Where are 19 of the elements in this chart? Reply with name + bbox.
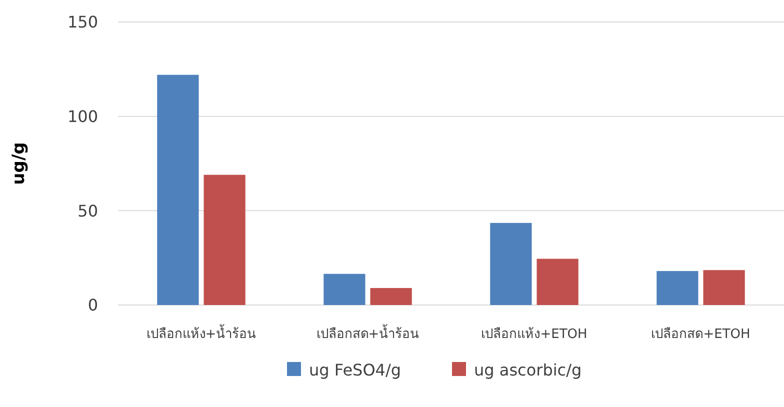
y-tick-label: 0 <box>88 296 98 315</box>
bar <box>204 174 246 305</box>
bar <box>656 271 698 305</box>
x-tick-label: เปลือกแห้ง+ETOH <box>481 326 588 342</box>
bar <box>324 274 366 305</box>
x-tick-label: เปลือกสด+น้ำร้อน <box>316 324 420 342</box>
y-tick-label: 150 <box>67 12 98 32</box>
legend-label: ug ascorbic/g <box>474 360 582 380</box>
bar <box>157 74 199 305</box>
y-tick-label: 50 <box>78 201 98 220</box>
bar <box>370 288 412 305</box>
legend-label: ug FeSO4/g <box>309 360 402 380</box>
y-tick-label: 100 <box>67 106 98 126</box>
x-tick-label: เปลือกแห้ง+น้ำร้อน <box>146 324 256 342</box>
bar <box>703 270 745 305</box>
bar <box>536 258 578 305</box>
y-axis-title: ug/g <box>9 142 29 185</box>
x-tick-label: เปลือกสด+ETOH <box>651 326 750 342</box>
bar <box>490 222 532 305</box>
